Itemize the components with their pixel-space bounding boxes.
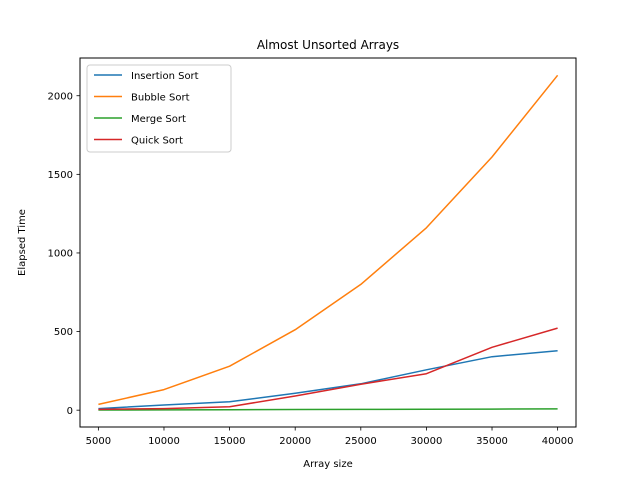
chart-title: Almost Unsorted Arrays (257, 38, 399, 52)
y-tick-label: 500 (54, 327, 73, 338)
series-line-quick-sort (98, 327, 558, 411)
x-tick-label: 35000 (476, 436, 508, 447)
y-tick-label: 0 (67, 406, 73, 417)
legend-label-merge-sort: Merge Sort (131, 114, 186, 125)
y-tick-label: 1500 (48, 170, 73, 181)
x-tick-label: 30000 (411, 436, 443, 447)
x-tick-label: 25000 (345, 436, 377, 447)
x-tick-label: 15000 (214, 436, 246, 447)
y-tick-label: 1000 (48, 249, 73, 260)
x-tick-label: 5000 (86, 436, 111, 447)
x-axis-label: Array size (303, 459, 353, 470)
x-axis: 5000 10000 15000 20000 25000 30000 35000 40000 (86, 427, 574, 447)
legend-label-quick-sort: Quick Sort (131, 136, 183, 147)
y-axis: 0 500 1000 1500 2000 (48, 91, 80, 417)
legend-label-bubble-sort: Bubble Sort (131, 93, 190, 104)
x-tick-label: 20000 (279, 436, 311, 447)
axes-frame (79, 57, 577, 428)
legend-box (86, 64, 232, 153)
y-axis-label: Elapsed Time (17, 209, 28, 276)
y-tick-label: 2000 (48, 91, 73, 102)
series-line-insertion-sort (98, 349, 558, 410)
series-line-merge-sort (98, 408, 558, 411)
x-tick-label: 40000 (542, 436, 574, 447)
x-tick-label: 10000 (148, 436, 180, 447)
legend: Insertion Sort Bubble Sort Merge Sort Quick… (86, 64, 232, 153)
series-line-bubble-sort (98, 74, 559, 406)
plot-area (98, 74, 559, 411)
legend-label-insertion-sort: Insertion Sort (131, 71, 199, 82)
